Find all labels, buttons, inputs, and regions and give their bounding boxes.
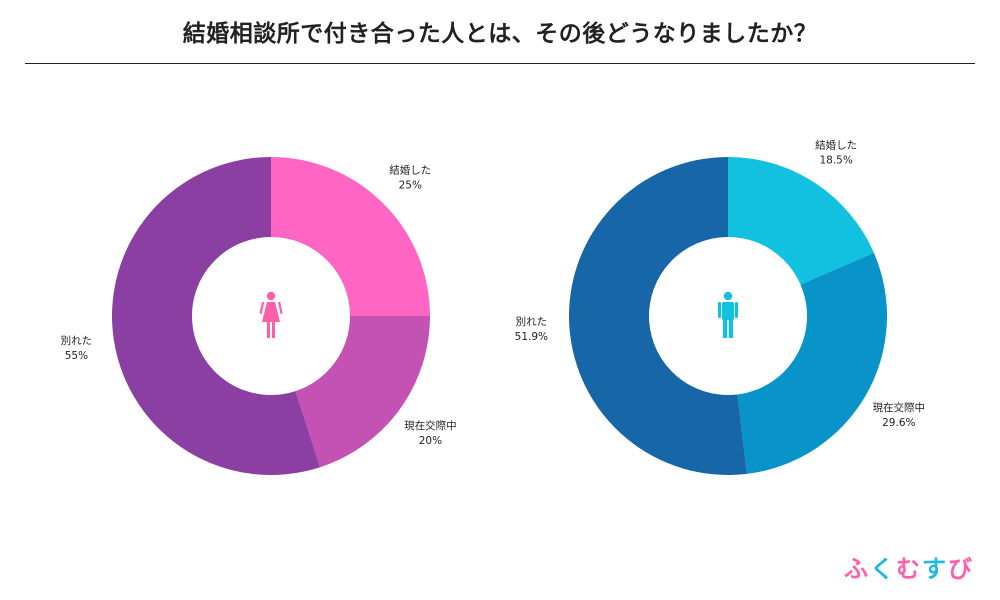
slice-label: 結婚した 25%	[389, 164, 431, 192]
icon-arm	[734, 302, 738, 318]
slice-value: 51.9%	[515, 331, 548, 343]
icon-arm	[718, 302, 722, 318]
logo-char: く	[870, 555, 896, 583]
slice-category: 現在交際中	[873, 401, 926, 414]
slice-category: 別れた	[516, 316, 548, 328]
donut-chart-2: 結婚した 18.5% 現在交際中 29.6% 別れた 51.9%	[515, 138, 925, 475]
logo-char: む	[896, 555, 922, 583]
icon-head	[266, 291, 276, 301]
slice-value: 18.5%	[819, 154, 852, 166]
slice-label: 別れた 55%	[61, 335, 93, 362]
slice-value: 29.6%	[882, 417, 915, 429]
donut-slice	[737, 252, 888, 474]
icon-arm	[259, 301, 265, 314]
female-icon	[259, 291, 283, 338]
slice-label: 別れた 51.9%	[515, 316, 548, 343]
slice-category: 結婚した	[815, 138, 857, 151]
male-icon	[718, 291, 738, 338]
icon-dress	[262, 302, 280, 322]
slice-value: 20%	[419, 435, 442, 447]
slice-value: 25%	[399, 180, 422, 192]
donut-slice	[295, 316, 430, 468]
donut-slice	[111, 156, 321, 476]
logo-char: す	[922, 555, 948, 583]
donut-slice	[569, 156, 747, 475]
slice-label: 結婚した 18.5%	[815, 138, 857, 166]
slice-label: 現在交際中 20%	[404, 419, 457, 447]
donut-slice	[271, 157, 430, 316]
title-divider	[25, 63, 975, 64]
slice-value: 55%	[65, 350, 88, 362]
icon-leg	[723, 319, 728, 338]
donut-chart-1: 結婚した 25% 現在交際中 20% 別れた 55%	[61, 156, 457, 476]
logo-char: ふ	[844, 555, 870, 583]
icon-arm	[278, 301, 283, 314]
icon-leg	[272, 322, 275, 338]
page-title: 結婚相談所で付き合った人とは、その後どうなりましたか？	[182, 21, 818, 47]
slice-category: 別れた	[61, 335, 93, 347]
donut-slice	[728, 157, 874, 285]
icon-leg	[728, 319, 733, 338]
icon-leg	[267, 322, 270, 338]
brand-logo: ふくむすび	[844, 549, 974, 584]
logo-char: び	[948, 555, 974, 583]
slice-label: 現在交際中 29.6%	[873, 401, 926, 429]
slice-category: 現在交際中	[404, 419, 457, 432]
icon-torso	[722, 302, 734, 320]
slice-category: 結婚した	[389, 164, 431, 177]
icon-head	[723, 291, 733, 301]
